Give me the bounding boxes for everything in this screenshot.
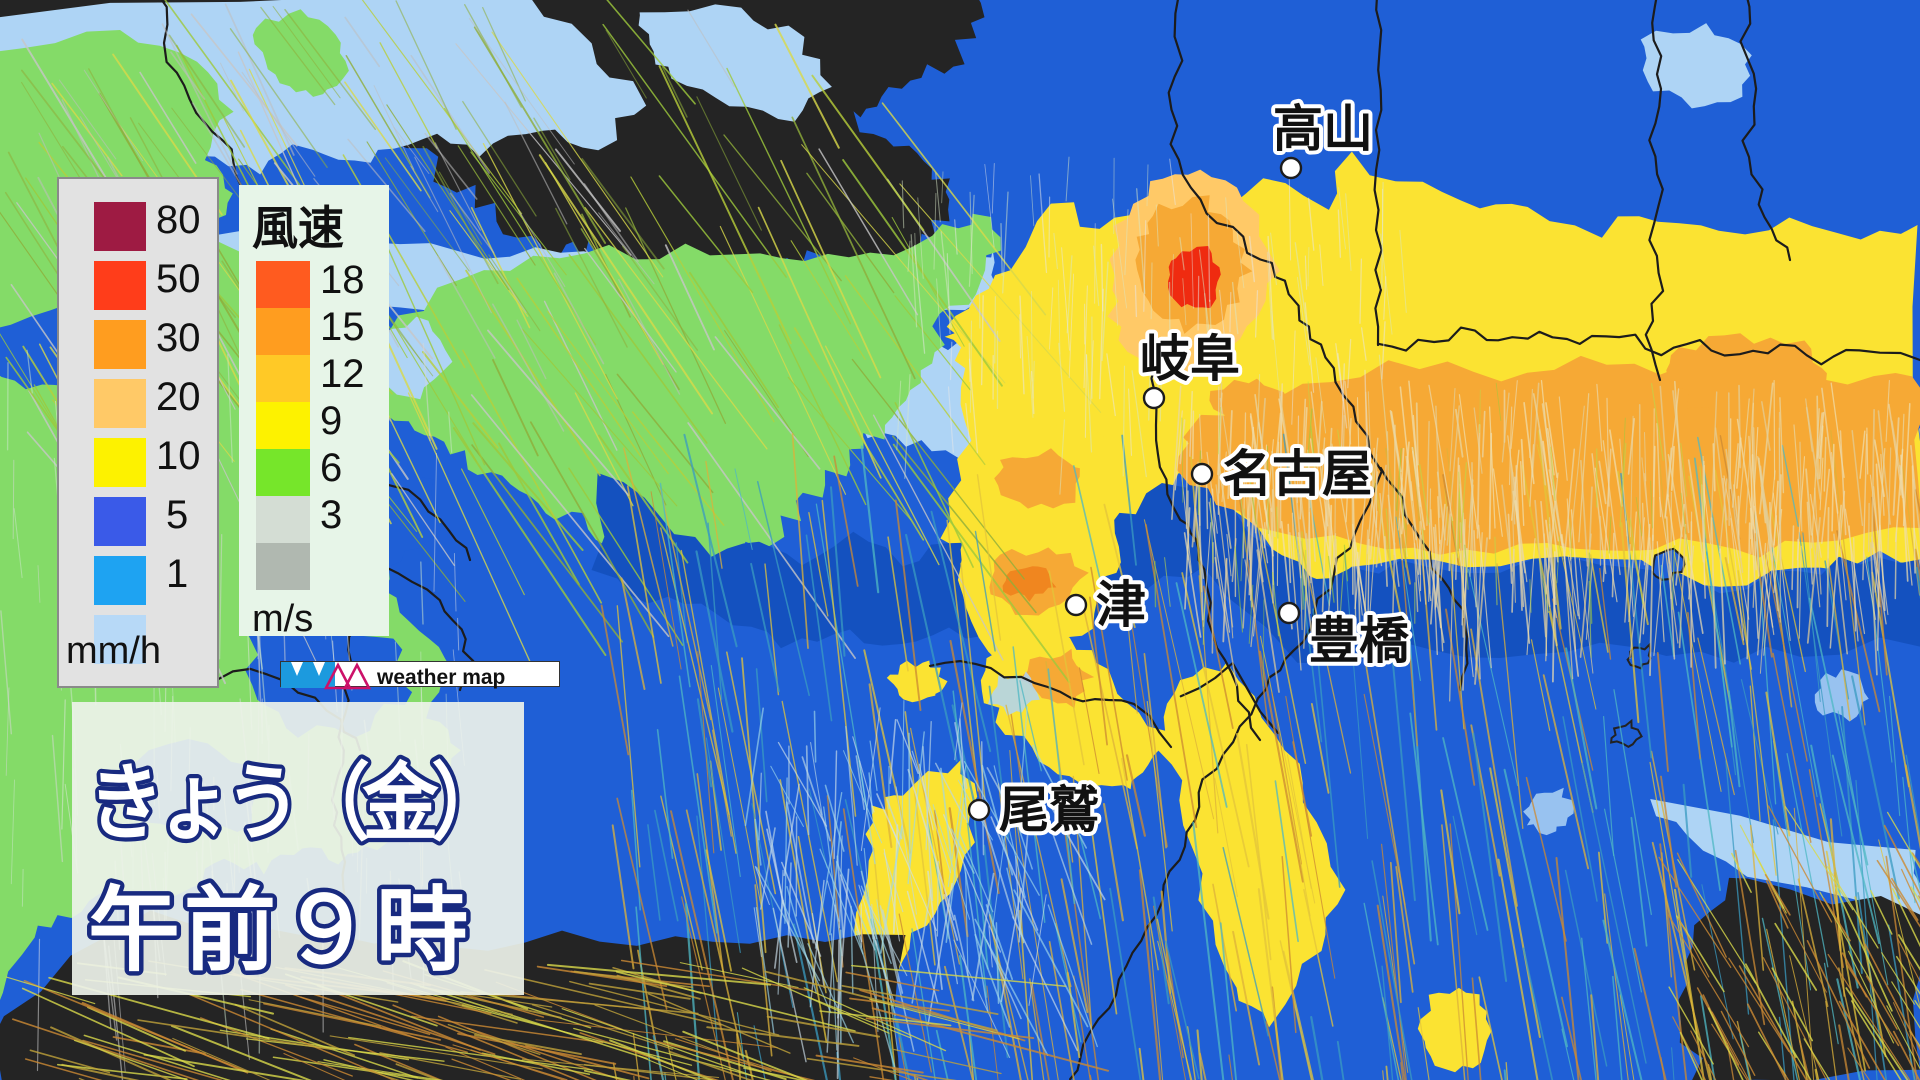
svg-text:午前９時: 午前９時 [88, 880, 472, 982]
svg-text:weather map: weather map [376, 666, 505, 689]
svg-text:きょう（金）: きょう（金） [88, 756, 500, 850]
